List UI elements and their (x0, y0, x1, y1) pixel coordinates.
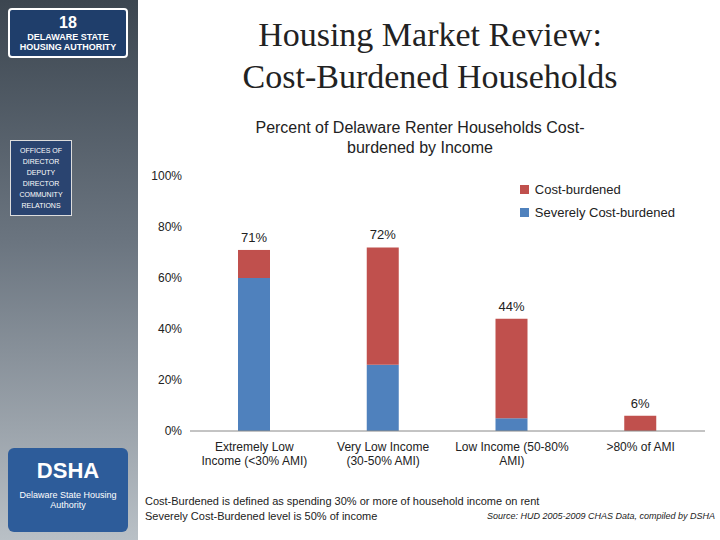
svg-text:100%: 100% (151, 169, 182, 183)
html-text:Cost-Burdened Households: Cost-Burdened Households (242, 58, 618, 95)
svg-text:44%: 44% (498, 299, 524, 314)
html-text:Housing Market Review:: Housing Market Review: (258, 16, 602, 53)
svg-text:>80% of AMI: >80% of AMI (606, 440, 674, 454)
svg-text:40%: 40% (158, 322, 182, 336)
svg-text:72%: 72% (370, 227, 396, 242)
html-text:DSHA: DSHA (36, 458, 100, 483)
svg-text:71%: 71% (241, 230, 267, 245)
svg-text:0%: 0% (165, 424, 183, 438)
html-text:Cost-burdened: Cost-burdened (534, 182, 621, 197)
svg-text:80%: 80% (158, 220, 182, 234)
html-text:Source: HUD 2005-2009 CHAS Dat: Source: HUD 2005-2009 CHAS Data, compile… (486, 511, 715, 521)
html-text:OFFICES OF: OFFICES OF (20, 147, 62, 154)
html-text:Severely Cost-Burdened level i: Severely Cost-Burdened level is 50% of i… (145, 510, 378, 522)
html-text:DIRECTOR: DIRECTOR (22, 180, 60, 187)
html-text:Delaware State Housing Authori: Delaware State Housing Authority (19, 490, 117, 510)
html-text:Cost-Burdened is defined as sp: Cost-Burdened is defined as spending 30%… (145, 495, 540, 507)
html-text:18: 18 (59, 14, 77, 31)
svg-text:6%: 6% (631, 396, 650, 411)
svg-text:Very Low Income(30-50% AMI): Very Low Income(30-50% AMI) (337, 440, 429, 468)
svg-text:Extremely LowIncome (<30% AMI): Extremely LowIncome (<30% AMI) (202, 440, 308, 468)
html-text:COMMUNITY: COMMUNITY (19, 191, 63, 198)
html-text:DEPUTY: DEPUTY (26, 169, 56, 176)
html-text:DELAWARE STATE: DELAWARE STATE (27, 32, 109, 42)
html-text:DIRECTOR: DIRECTOR (22, 158, 60, 165)
svg-text:60%: 60% (158, 271, 182, 285)
svg-text:20%: 20% (158, 373, 182, 387)
html-text:Severely Cost-burdened: Severely Cost-burdened (534, 205, 675, 220)
svg-text:Low Income (50-80%AMI): Low Income (50-80%AMI) (455, 440, 569, 468)
html-text:Percent of Delaware Renter Hou: Percent of Delaware Renter Households Co… (255, 119, 585, 156)
html-text:HOUSING AUTHORITY: HOUSING AUTHORITY (19, 42, 117, 52)
html-text:RELATIONS: RELATIONS (21, 202, 61, 209)
